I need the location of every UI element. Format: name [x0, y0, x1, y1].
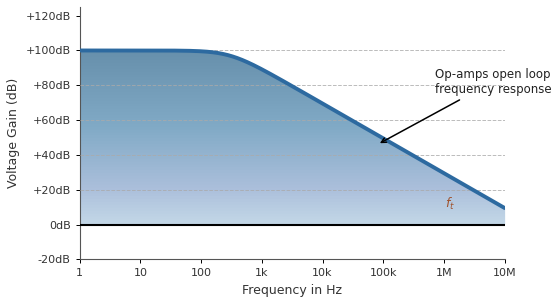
Y-axis label: Voltage Gain (dB): Voltage Gain (dB)	[7, 78, 20, 188]
X-axis label: Frequency in Hz: Frequency in Hz	[242, 284, 342, 297]
Text: Op-amps open loop
frequency response: Op-amps open loop frequency response	[382, 68, 551, 142]
Text: $f_t$: $f_t$	[445, 196, 455, 212]
